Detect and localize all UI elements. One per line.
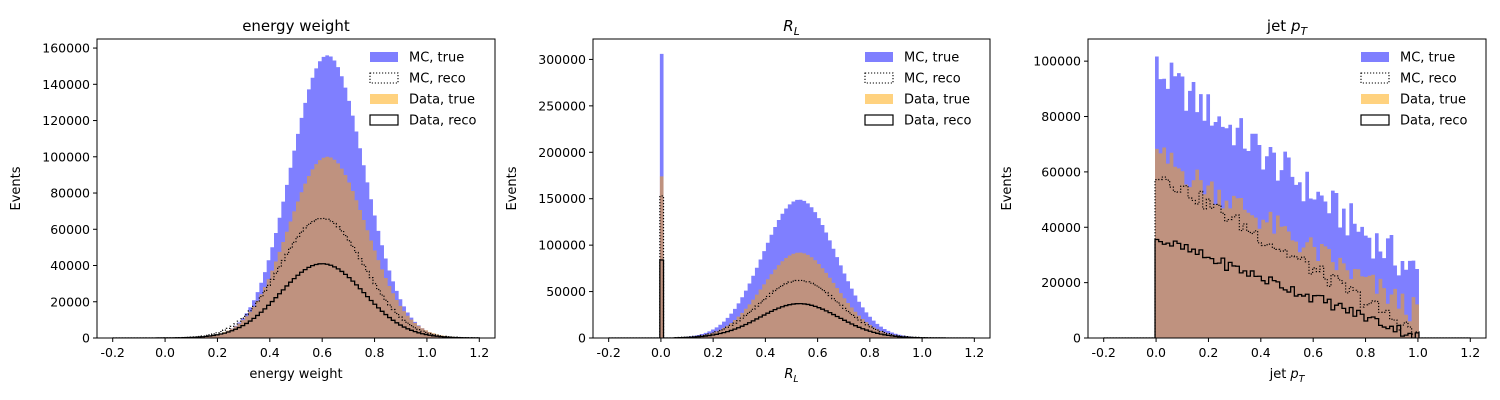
legend-swatch <box>370 94 398 104</box>
legend-swatch <box>369 72 399 84</box>
legend-label: MC, true <box>904 51 959 66</box>
plot-area <box>1103 56 1471 338</box>
y-tick-label: 80000 <box>50 186 90 201</box>
series-mc-reco <box>1103 176 1471 338</box>
axes-frame <box>1087 38 1487 339</box>
legend-label: Data, true <box>1400 93 1466 108</box>
y-tick-label: 80000 <box>1041 109 1081 124</box>
x-tick-label: 0.2 <box>703 345 723 360</box>
y-tick-label: 40000 <box>1041 220 1081 235</box>
legend-label: Data, true <box>409 93 475 108</box>
x-tick-label: 0.8 <box>365 345 385 360</box>
x-tick-label: -0.2 <box>1092 345 1116 360</box>
y-tick-label: 160000 <box>42 41 90 56</box>
x-tick-label: 0.8 <box>860 345 880 360</box>
x-axis-label: jet pT <box>1269 367 1306 385</box>
y-axis-label: Events <box>1000 166 1015 210</box>
y-tick-label: 60000 <box>50 222 90 237</box>
y-tick-label: 120000 <box>42 113 90 128</box>
chart-panel-2: -0.2 0.0 0.2 0.4 0.6 0.8 1.0 1.2 0 50000 100000 150… <box>505 17 991 385</box>
x-tick-label: 1.2 <box>469 345 489 360</box>
x-tick-label: 1.2 <box>964 345 984 360</box>
y-tick-label: 0 <box>1073 331 1081 346</box>
axes-frame <box>592 38 991 339</box>
x-tick-label: 0.0 <box>651 345 671 360</box>
legend-swatch <box>1361 52 1389 62</box>
chart-title: jet pT <box>1266 17 1309 38</box>
chart-panel-3: -0.2 0.0 0.2 0.4 0.6 0.8 1.0 1.2 0 20000 40000 6000… <box>1000 17 1487 385</box>
y-tick-label: 140000 <box>42 77 90 92</box>
series-data-true <box>112 156 480 338</box>
legend-label: MC, reco <box>409 72 466 87</box>
legend-label: Data, reco <box>1400 114 1468 129</box>
legend-label: Data, reco <box>904 114 972 129</box>
x-tick-label: 0.4 <box>260 345 280 360</box>
y-tick-label: 250000 <box>538 98 586 113</box>
x-tick-label: 0.6 <box>312 345 332 360</box>
y-tick-label: 20000 <box>1041 275 1081 290</box>
series-data-reco <box>1103 238 1471 338</box>
legend-swatch <box>864 72 894 84</box>
y-tick-label: 150000 <box>538 191 586 206</box>
x-axis-label: RL <box>784 367 798 385</box>
series-data-reco <box>608 259 975 338</box>
x-tick-label: 0.4 <box>1251 345 1271 360</box>
x-tick-label: 0.2 <box>1199 345 1219 360</box>
y-tick-label: 40000 <box>50 258 90 273</box>
legend: MC, true MC, reco Data, true Data, reco <box>369 51 477 129</box>
x-tick-label: 0.4 <box>755 345 775 360</box>
y-tick-label: 60000 <box>1041 164 1081 179</box>
legend-label: MC, true <box>409 51 464 66</box>
chart-panel-1: -0.2 0.0 0.2 0.4 0.6 0.8 1.0 1.2 0 20000 40000 6000… <box>9 17 496 382</box>
legend-label: MC, reco <box>904 72 961 87</box>
legend: MC, true MC, reco Data, true Data, reco <box>864 51 972 129</box>
x-axis-label: energy weight <box>249 367 342 382</box>
x-tick-label: 0.2 <box>208 345 228 360</box>
legend-swatch <box>1360 114 1390 126</box>
x-tick-label: 0.8 <box>1356 345 1376 360</box>
legend-swatch <box>369 114 399 126</box>
y-tick-label: 0 <box>82 331 90 346</box>
legend-swatch <box>865 52 893 62</box>
legend-swatch <box>1361 94 1389 104</box>
y-tick-label: 20000 <box>50 294 90 309</box>
x-tick-label: 1.0 <box>912 345 932 360</box>
axes-frame <box>96 38 496 339</box>
legend-swatch <box>864 114 894 126</box>
y-axis-label: Events <box>505 166 520 210</box>
x-tick-label: 0.0 <box>155 345 175 360</box>
y-axis-label: Events <box>9 166 24 210</box>
y-tick-label: 100000 <box>538 238 586 253</box>
legend-swatch <box>370 52 398 62</box>
x-tick-label: 0.6 <box>1303 345 1323 360</box>
x-tick-label: -0.2 <box>596 345 620 360</box>
y-tick-label: 200000 <box>538 145 586 160</box>
x-tick-label: 1.0 <box>1408 345 1428 360</box>
x-tick-label: 0.0 <box>1146 345 1166 360</box>
y-tick-label: 100000 <box>1033 54 1081 69</box>
x-tick-label: 1.2 <box>1460 345 1480 360</box>
series-data-true <box>1103 147 1471 338</box>
plot-area <box>608 53 975 338</box>
x-tick-label: 0.6 <box>808 345 828 360</box>
chart-title: energy weight <box>242 17 350 35</box>
legend-label: Data, reco <box>409 114 477 129</box>
x-tick-label: -0.2 <box>101 345 125 360</box>
x-tick-label: 1.0 <box>417 345 437 360</box>
legend: MC, true MC, reco Data, true Data, reco <box>1360 51 1468 129</box>
legend-swatch <box>865 94 893 104</box>
legend-swatch <box>1360 72 1390 84</box>
legend-label: Data, true <box>904 93 970 108</box>
y-tick-label: 300000 <box>538 52 586 67</box>
y-tick-label: 50000 <box>546 284 586 299</box>
series-mc-true <box>112 55 480 338</box>
chart-title: RL <box>783 17 799 38</box>
y-tick-label: 100000 <box>42 149 90 164</box>
series-mc-reco <box>112 217 480 338</box>
series-data-true <box>608 176 975 338</box>
y-tick-label: 0 <box>578 331 586 346</box>
legend-label: MC, true <box>1400 51 1455 66</box>
legend-label: MC, reco <box>1400 72 1457 87</box>
